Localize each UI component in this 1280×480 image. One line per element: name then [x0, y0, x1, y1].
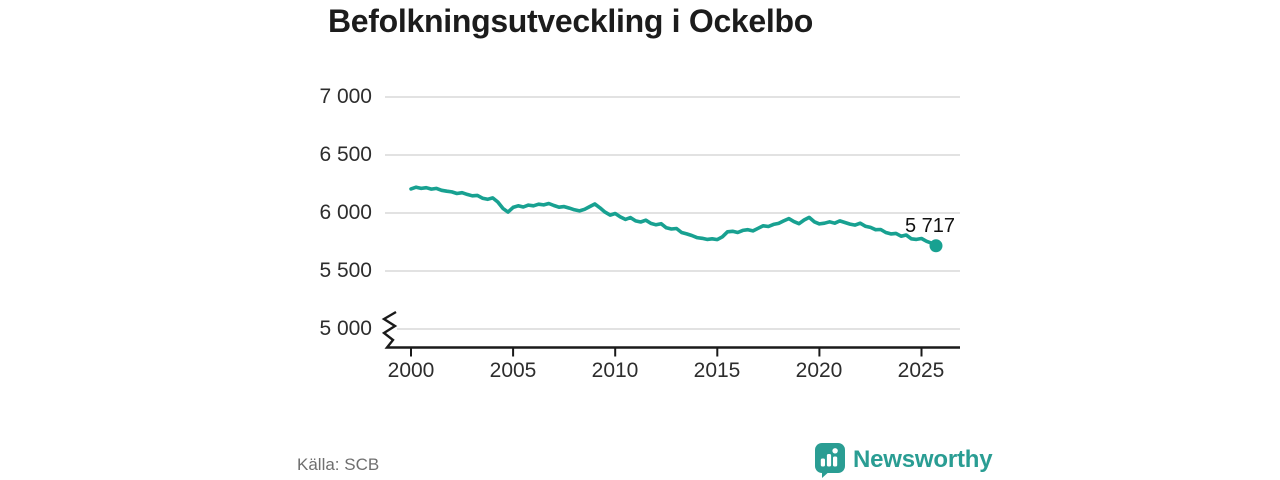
newsworthy-logo: Newsworthy: [814, 442, 993, 478]
newsworthy-logo-text: Newsworthy: [853, 446, 993, 473]
y-tick-label-5000: 5 000: [319, 317, 372, 340]
y-tick-label-6500: 6 500: [319, 143, 372, 166]
latest-value-label: 5 717: [904, 215, 955, 237]
y-tick-label-5500: 5 500: [319, 259, 372, 282]
x-tick-label-2005: 2005: [489, 359, 537, 382]
y-tick-label-7000: 7 000: [319, 85, 372, 108]
x-tick-label-2000: 2000: [387, 359, 435, 382]
newsworthy-bubble-chart-icon: [815, 443, 845, 478]
x-tick-label-2025: 2025: [897, 359, 945, 382]
x-tick-label-2010: 2010: [591, 359, 639, 382]
x-tick-label-2015: 2015: [693, 359, 741, 382]
x-tick-label-2020: 2020: [795, 359, 843, 382]
y-tick-label-6000: 6 000: [319, 201, 372, 224]
source-credit: Källa: SCB: [297, 455, 380, 474]
chart-title: Befolkningsutveckling i Ockelbo: [327, 3, 814, 39]
